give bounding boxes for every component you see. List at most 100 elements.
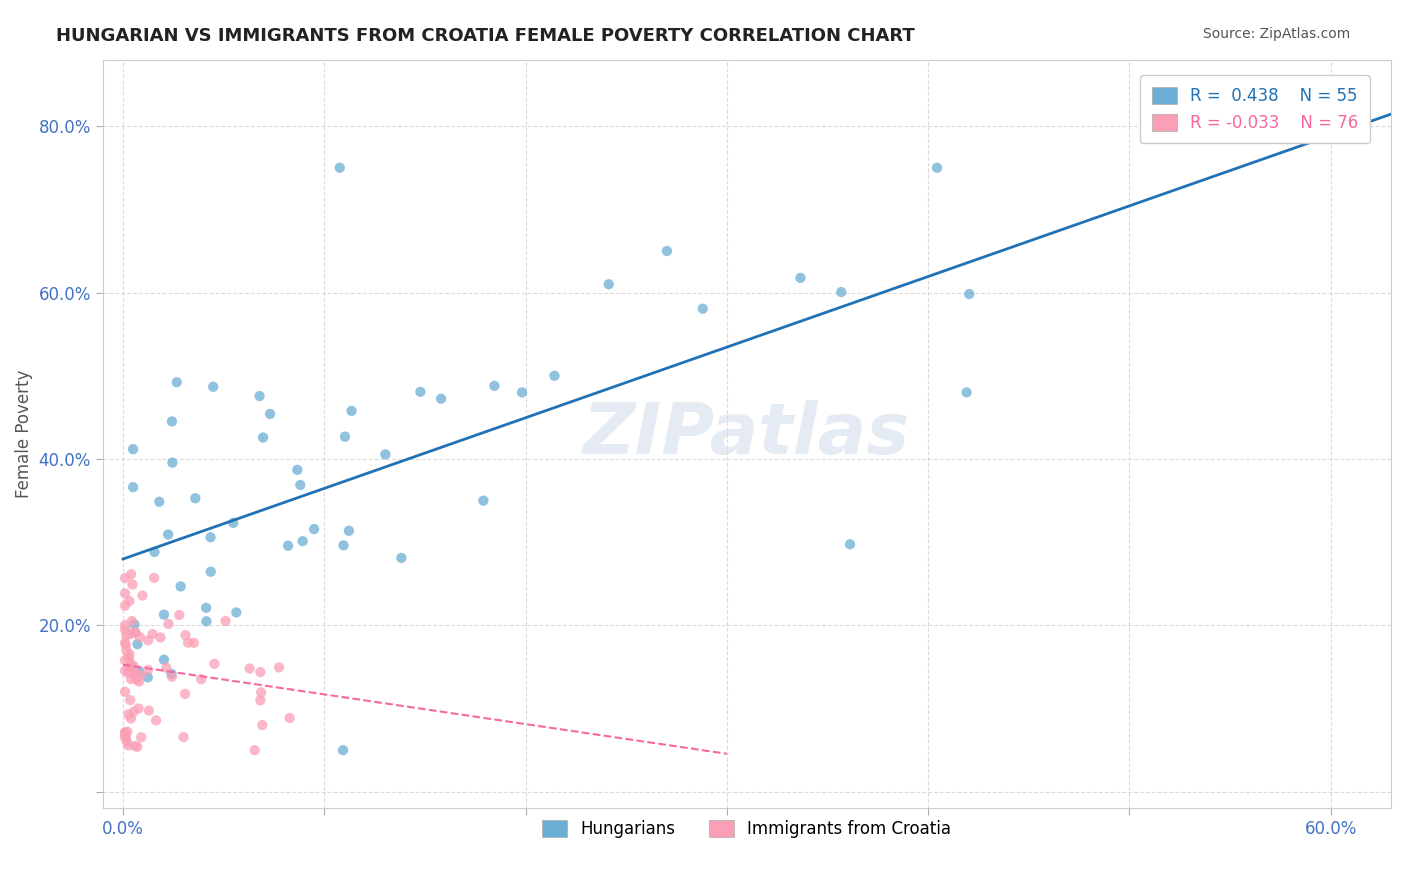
Immigrants from Croatia xyxy=(115,735,138,749)
Immigrants from Croatia xyxy=(114,725,136,739)
Hungarians xyxy=(157,527,180,541)
Immigrants from Croatia xyxy=(125,670,148,684)
Immigrants from Croatia xyxy=(138,704,160,718)
Immigrants from Croatia xyxy=(121,614,143,628)
Immigrants from Croatia xyxy=(117,665,139,680)
Immigrants from Croatia xyxy=(117,739,139,753)
Hungarians xyxy=(124,617,146,632)
Immigrants from Croatia xyxy=(115,638,138,652)
Hungarians xyxy=(136,670,159,684)
Immigrants from Croatia xyxy=(115,731,138,745)
Hungarians xyxy=(655,244,678,258)
Hungarians xyxy=(374,447,396,461)
Hungarians xyxy=(332,538,354,552)
Immigrants from Croatia xyxy=(129,668,152,682)
Hungarians xyxy=(340,404,363,418)
Immigrants from Croatia xyxy=(129,731,152,745)
Immigrants from Croatia xyxy=(124,667,146,681)
Hungarians xyxy=(543,368,565,383)
Hungarians xyxy=(148,494,170,508)
Immigrants from Croatia xyxy=(120,672,142,686)
Immigrants from Croatia xyxy=(114,636,136,650)
Text: ZIPatlas: ZIPatlas xyxy=(583,400,911,468)
Immigrants from Croatia xyxy=(128,674,150,689)
Immigrants from Croatia xyxy=(250,685,273,699)
Hungarians xyxy=(957,287,980,301)
Hungarians xyxy=(484,379,506,393)
Immigrants from Croatia xyxy=(118,659,141,673)
Immigrants from Croatia xyxy=(160,670,183,684)
Hungarians xyxy=(169,579,191,593)
Hungarians xyxy=(195,615,218,629)
Immigrants from Croatia xyxy=(120,627,142,641)
Hungarians xyxy=(430,392,453,406)
Immigrants from Croatia xyxy=(249,693,271,707)
Immigrants from Croatia xyxy=(177,635,200,649)
Hungarians xyxy=(839,537,862,551)
Immigrants from Croatia xyxy=(120,693,142,707)
Hungarians xyxy=(122,442,145,457)
Hungarians xyxy=(160,666,183,681)
Immigrants from Croatia xyxy=(114,599,136,613)
Hungarians xyxy=(200,530,222,544)
Immigrants from Croatia xyxy=(120,567,142,582)
Immigrants from Croatia xyxy=(141,627,163,641)
Immigrants from Croatia xyxy=(117,724,139,739)
Hungarians xyxy=(302,522,325,536)
Hungarians xyxy=(202,380,225,394)
Immigrants from Croatia xyxy=(252,718,274,732)
Hungarians xyxy=(195,600,218,615)
Hungarians xyxy=(122,480,145,494)
Hungarians xyxy=(153,653,176,667)
Immigrants from Croatia xyxy=(122,705,145,719)
Immigrants from Croatia xyxy=(136,633,159,648)
Hungarians xyxy=(291,534,314,549)
Hungarians xyxy=(249,389,271,403)
Hungarians xyxy=(127,637,149,651)
Immigrants from Croatia xyxy=(173,730,195,744)
Immigrants from Croatia xyxy=(114,730,136,744)
Immigrants from Croatia xyxy=(124,625,146,640)
Immigrants from Croatia xyxy=(114,664,136,678)
Immigrants from Croatia xyxy=(122,659,145,673)
Immigrants from Croatia xyxy=(249,665,271,679)
Hungarians xyxy=(955,385,977,400)
Immigrants from Croatia xyxy=(114,618,136,632)
Immigrants from Croatia xyxy=(174,687,197,701)
Immigrants from Croatia xyxy=(136,663,159,677)
Hungarians xyxy=(166,375,188,389)
Hungarians xyxy=(200,565,222,579)
Immigrants from Croatia xyxy=(183,636,205,650)
Immigrants from Croatia xyxy=(149,631,172,645)
Immigrants from Croatia xyxy=(145,714,167,728)
Hungarians xyxy=(143,545,166,559)
Hungarians xyxy=(510,385,533,400)
Hungarians xyxy=(259,407,281,421)
Immigrants from Croatia xyxy=(118,594,141,608)
Immigrants from Croatia xyxy=(118,651,141,665)
Y-axis label: Female Poverty: Female Poverty xyxy=(15,370,32,499)
Immigrants from Croatia xyxy=(131,589,153,603)
Hungarians xyxy=(252,430,274,444)
Hungarians xyxy=(332,743,354,757)
Immigrants from Croatia xyxy=(115,629,138,643)
Hungarians xyxy=(290,478,312,492)
Immigrants from Croatia xyxy=(190,673,212,687)
Hungarians xyxy=(692,301,714,316)
Immigrants from Croatia xyxy=(125,673,148,687)
Hungarians xyxy=(277,539,299,553)
Immigrants from Croatia xyxy=(115,643,138,657)
Hungarians xyxy=(409,384,432,399)
Immigrants from Croatia xyxy=(120,657,142,671)
Immigrants from Croatia xyxy=(124,625,146,640)
Immigrants from Croatia xyxy=(122,664,145,678)
Immigrants from Croatia xyxy=(169,607,191,622)
Immigrants from Croatia xyxy=(143,571,166,585)
Immigrants from Croatia xyxy=(202,657,225,671)
Immigrants from Croatia xyxy=(114,571,136,585)
Immigrants from Croatia xyxy=(114,726,136,740)
Hungarians xyxy=(184,491,207,506)
Hungarians xyxy=(128,665,150,679)
Legend: Hungarians, Immigrants from Croatia: Hungarians, Immigrants from Croatia xyxy=(536,814,957,845)
Immigrants from Croatia xyxy=(157,616,180,631)
